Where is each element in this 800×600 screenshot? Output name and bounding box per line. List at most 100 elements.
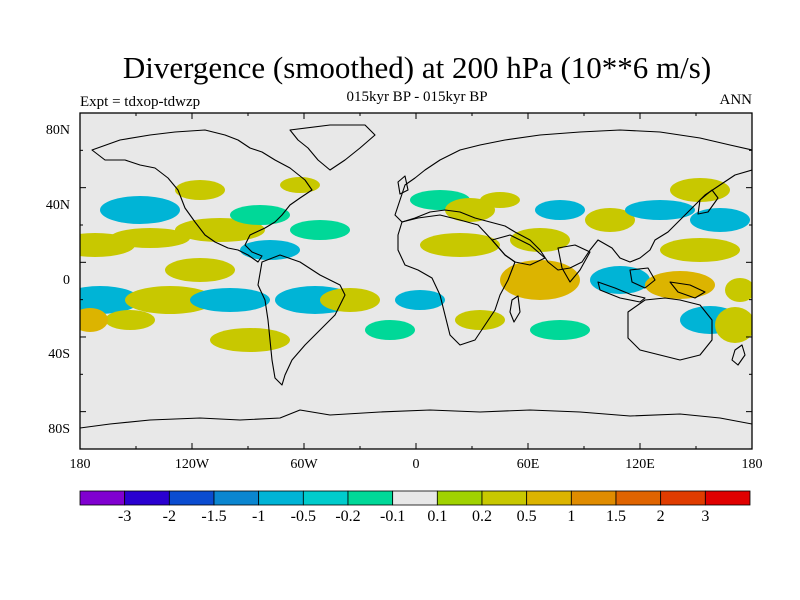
colorbar-label: -0.1 (379, 508, 406, 525)
field-patch (230, 205, 290, 225)
colorbar-label: -1.5 (201, 508, 227, 525)
colorbar-swatch (302, 490, 349, 506)
field-patch (165, 258, 235, 282)
lon-label-180w: 180 (69, 457, 91, 472)
field-patch (500, 260, 580, 300)
field-patch (105, 310, 155, 330)
lon-label-60e: 60E (516, 457, 540, 472)
field-patch (175, 180, 225, 200)
lon-label-0: 0 (412, 457, 420, 472)
colorbar (79, 490, 751, 506)
colorbar-swatch (436, 490, 483, 506)
field-patch (420, 233, 500, 257)
field-patch (480, 192, 520, 208)
field-patch (715, 307, 752, 343)
coast-north-america (91, 129, 313, 263)
colorbar-swatch (660, 490, 706, 506)
coast-madagascar (509, 295, 521, 323)
coast-south-america (257, 254, 346, 386)
colorbar-label: 0.5 (516, 508, 537, 525)
divergence-field (80, 177, 752, 352)
field-patch (290, 220, 350, 240)
colorbar-swatch (526, 490, 572, 506)
colorbar-swatch (704, 490, 751, 506)
coast-greenland (289, 124, 376, 171)
colorbar-label: -0.5 (290, 508, 316, 525)
field-patch (530, 320, 590, 340)
field-patch (625, 200, 695, 220)
coast-uk (397, 175, 409, 195)
map-field (80, 113, 752, 449)
field-patch (590, 266, 650, 294)
axis-ticks (79, 112, 753, 450)
colorbar-label: -2 (162, 508, 176, 525)
coast-borneo (629, 267, 656, 289)
field-patch (660, 238, 740, 262)
field-patch (125, 286, 215, 314)
coast-antarctica (80, 409, 752, 429)
colorbar-label: 0.1 (427, 508, 448, 525)
colorbar-label: 2 (656, 508, 665, 525)
lat-label-80s: 80S (48, 422, 70, 437)
field-patch (175, 218, 265, 242)
colorbar-swatch (168, 490, 215, 506)
coast-new-guinea (669, 281, 706, 299)
field-patch (690, 208, 750, 232)
coast-india (557, 244, 591, 283)
field-patch (510, 228, 570, 252)
colorbar-label: 0.2 (472, 508, 492, 525)
colorbar-swatch (570, 490, 617, 506)
plot-title: Divergence (smoothed) at 200 hPa (10**6 … (122, 50, 712, 85)
lat-label-40s: 40S (48, 347, 70, 362)
field-patch (100, 196, 180, 224)
colorbar-swatch (347, 490, 394, 506)
field-patch (645, 271, 715, 299)
field-patch (240, 240, 300, 260)
field-patch (80, 308, 108, 332)
coast-arabia (491, 234, 546, 266)
colorbar-swatch (124, 490, 170, 506)
lat-label-40n: 40N (45, 198, 70, 213)
colorbar-label: 1 (567, 508, 576, 525)
coast-japan (697, 189, 719, 215)
coast-indonesia-1 (597, 281, 646, 303)
colorbar-swatch (615, 490, 662, 506)
colorbar-swatch (481, 490, 528, 506)
lon-label-180e: 180 (741, 457, 763, 472)
colorbar-label: -1 (251, 508, 266, 525)
coast-australia (627, 297, 713, 361)
coast-eurasia (394, 129, 752, 271)
colorbar-label: 1.5 (606, 508, 626, 525)
field-patch (535, 200, 585, 220)
lon-label-120w: 120W (174, 457, 210, 472)
field-patch (80, 286, 140, 314)
field-patch (670, 178, 730, 202)
field-patch (585, 208, 635, 232)
field-patch (725, 278, 752, 302)
lat-label-0: 0 (63, 273, 70, 288)
colorbar-swatch (258, 490, 304, 506)
field-patch (395, 290, 445, 310)
season-label: ANN (719, 92, 753, 108)
field-patch (445, 198, 495, 222)
field-patch (190, 288, 270, 312)
plot-subtitle: 015kyr BP - 015kyr BP (346, 89, 488, 105)
coastlines (80, 124, 752, 429)
field-patch (280, 177, 320, 193)
field-patch (110, 228, 190, 248)
experiment-label: Expt = tdxop-tdwzp (80, 94, 201, 110)
colorbar-label: 3 (701, 508, 710, 525)
colorbar-swatch (79, 490, 126, 506)
colorbar-label: -0.2 (335, 508, 361, 525)
lat-label-80n: 80N (45, 123, 70, 138)
field-patch (320, 288, 380, 312)
lon-label-60w: 60W (290, 457, 318, 472)
colorbar-label: -3 (117, 508, 132, 525)
field-patch (210, 328, 290, 352)
field-patch (365, 320, 415, 340)
colorbar-swatch (213, 490, 260, 506)
coast-africa (397, 214, 516, 346)
colorbar-swatch (392, 490, 438, 506)
field-patch (455, 310, 505, 330)
